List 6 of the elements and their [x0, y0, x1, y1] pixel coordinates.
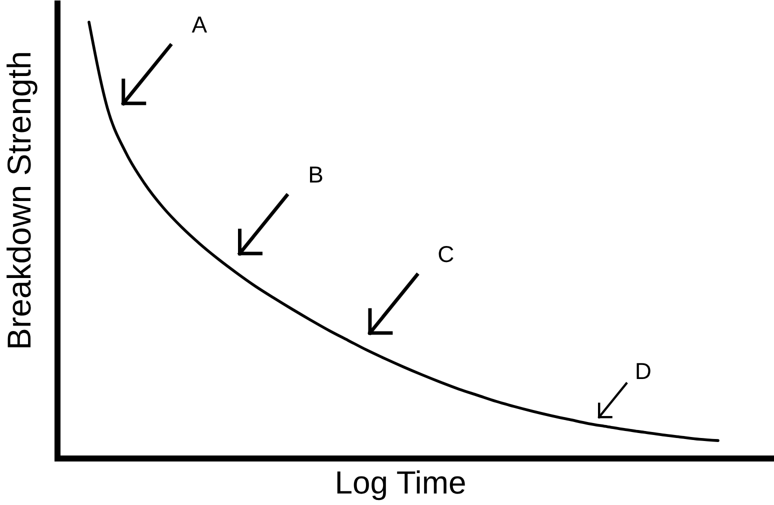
x-axis-title: Log Time: [334, 464, 466, 500]
annotation: A: [192, 11, 208, 38]
annotation: D: [634, 358, 652, 384]
annotation: C: [438, 240, 454, 267]
annotation: B: [308, 161, 324, 188]
y-axis-title: Breakdown Strength: [0, 50, 38, 350]
